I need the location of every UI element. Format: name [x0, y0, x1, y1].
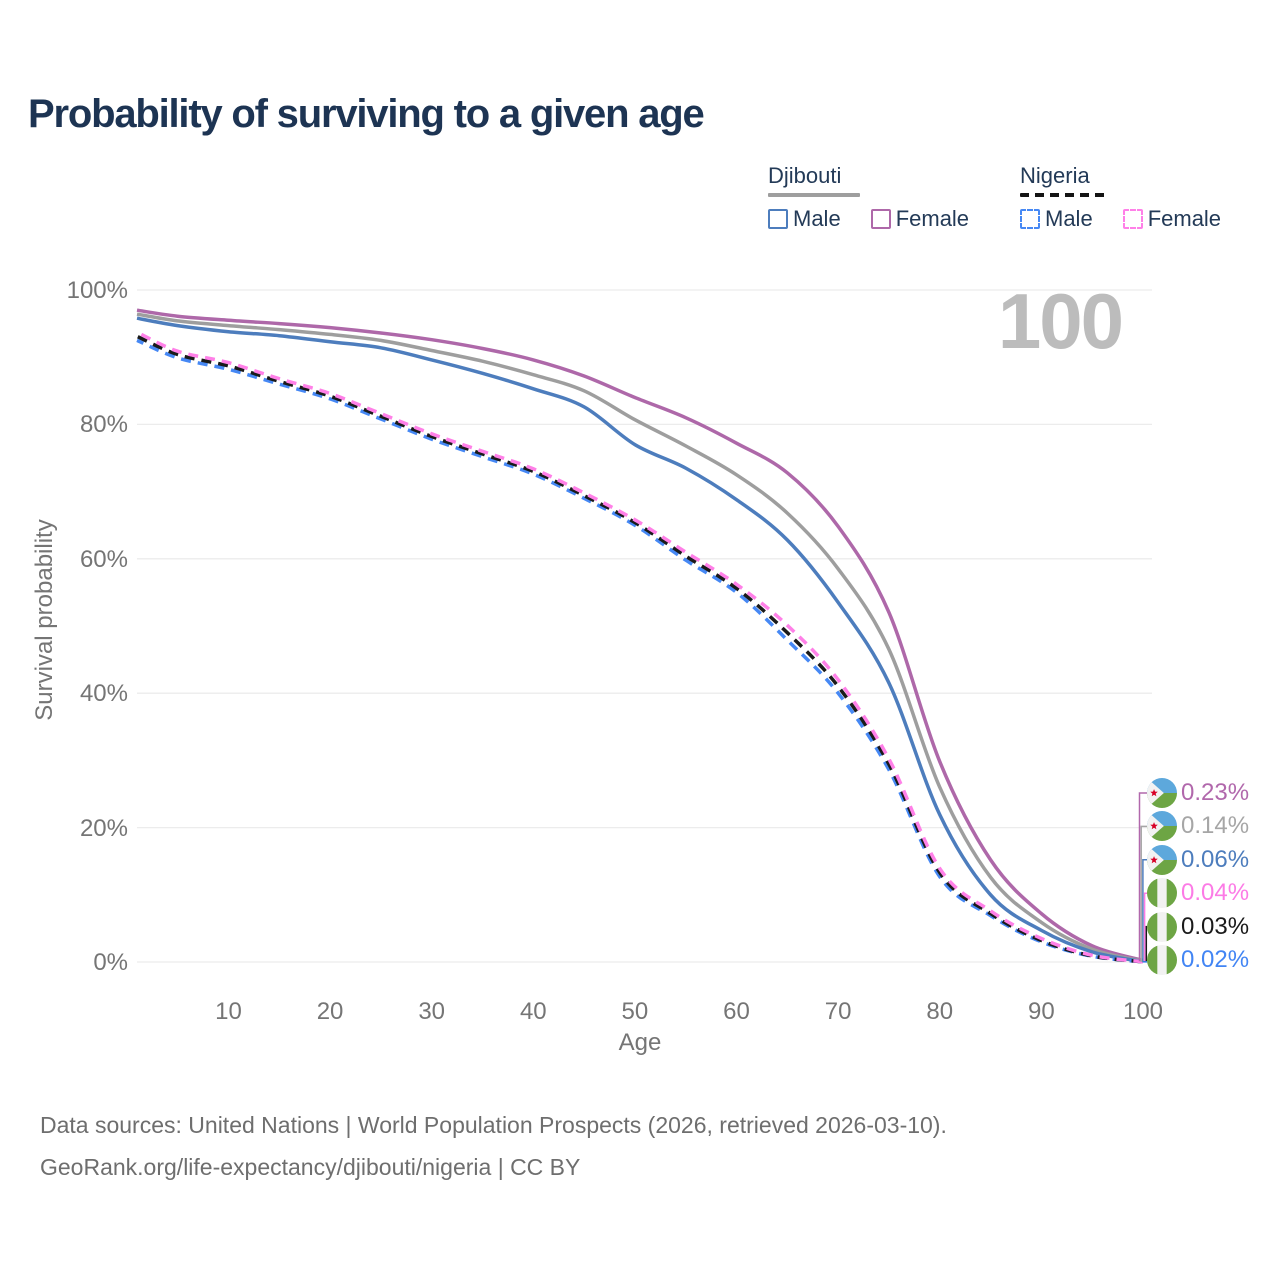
x-tick: 30 — [418, 998, 446, 1025]
nigeria-dashed-line-sample — [1020, 193, 1106, 197]
x-tick: 90 — [1028, 998, 1055, 1025]
footer-attribution: GeoRank.org/life-expectancy/djibouti/nig… — [40, 1154, 581, 1180]
y-tick: 40% — [79, 680, 128, 708]
survival-value: 0.03% — [1181, 912, 1250, 940]
y-tick: 20% — [79, 814, 128, 842]
x-axis-title: Age — [618, 1029, 662, 1056]
survival-value: 0.04% — [1181, 879, 1250, 907]
footer-data-sources: Data sources: United Nations | World Pop… — [40, 1112, 947, 1138]
x-tick: 70 — [824, 998, 852, 1025]
legend-group-djibouti: Djibouti Male Female — [768, 163, 969, 232]
end-label-nigeria-female: 0.04% — [1147, 878, 1250, 909]
survival-value: 0.02% — [1181, 946, 1250, 973]
end-label-djibouti-female: 0.23% — [1147, 778, 1249, 808]
djibouti-solid-line-sample — [768, 193, 860, 197]
legend-item-djibouti-male[interactable]: Male — [768, 206, 841, 232]
survival-value: 0.06% — [1181, 845, 1250, 873]
age-counter-watermark: 100 — [997, 277, 1124, 365]
end-label-djibouti-both-sexes: 0.14% — [1147, 811, 1250, 842]
legend-item-label: Male — [793, 206, 841, 231]
footer: Data sources: United Nations | World Pop… — [40, 1104, 947, 1188]
legend-item-label: Female — [895, 206, 970, 231]
series-line-djibouti-both-sexes — [136, 312, 1144, 963]
series-line-nigeria-both-sexes — [136, 334, 1144, 964]
x-tick: 100 — [1122, 998, 1164, 1025]
page-title: Probability of surviving to a given age — [28, 92, 705, 136]
x-tick: 10 — [215, 998, 242, 1025]
survival-value: 0.23% — [1181, 779, 1250, 806]
legend-item-label: Male — [1045, 206, 1093, 231]
y-tick: 0% — [93, 949, 128, 976]
y-tick: 60% — [79, 545, 128, 573]
series-line-nigeria-female — [136, 330, 1144, 964]
series-line-djibouti-female — [136, 308, 1144, 963]
x-tick: 40 — [519, 998, 547, 1025]
end-label-connector — [1138, 792, 1147, 962]
legend-group-nigeria: Nigeria Male Female — [1020, 163, 1221, 232]
survival-value: 0.14% — [1181, 812, 1250, 840]
legend-item-label: Female — [1147, 206, 1222, 231]
end-label-djibouti-male: 0.06% — [1147, 844, 1250, 875]
x-tick: 50 — [621, 998, 649, 1025]
legend-item-nigeria-female[interactable]: Female — [1122, 206, 1222, 232]
legend-item-nigeria-male[interactable]: Male — [1020, 206, 1093, 232]
series-line-djibouti-male — [136, 316, 1144, 964]
nigeria-flag-icon — [1147, 878, 1177, 909]
nigeria-male-swatch-icon — [1020, 209, 1040, 229]
djibouti-flag-icon — [1147, 778, 1177, 808]
legend-item-djibouti-female[interactable]: Female — [870, 206, 970, 232]
series-line-nigeria-male — [136, 338, 1144, 964]
nigeria-flag-icon — [1147, 911, 1177, 942]
djibouti-female-swatch-icon — [870, 209, 891, 229]
x-tick: 80 — [926, 998, 954, 1025]
legend-country-nigeria: Nigeria — [1020, 163, 1090, 188]
nigeria-flag-icon — [1147, 945, 1177, 975]
y-tick: 80% — [79, 411, 128, 439]
x-tick: 20 — [316, 998, 344, 1025]
x-tick: 60 — [723, 998, 750, 1025]
legend-country-djibouti: Djibouti — [768, 163, 842, 188]
y-tick: 100% — [66, 277, 128, 304]
nigeria-female-swatch-icon — [1122, 209, 1143, 229]
y-axis-title: Survival probability — [31, 519, 58, 721]
djibouti-male-swatch-icon — [768, 209, 788, 229]
djibouti-flag-icon — [1147, 811, 1177, 842]
djibouti-flag-icon — [1147, 844, 1177, 875]
end-label-nigeria-both-sexes: 0.03% — [1147, 911, 1250, 942]
end-label-nigeria-male: 0.02% — [1147, 945, 1249, 975]
